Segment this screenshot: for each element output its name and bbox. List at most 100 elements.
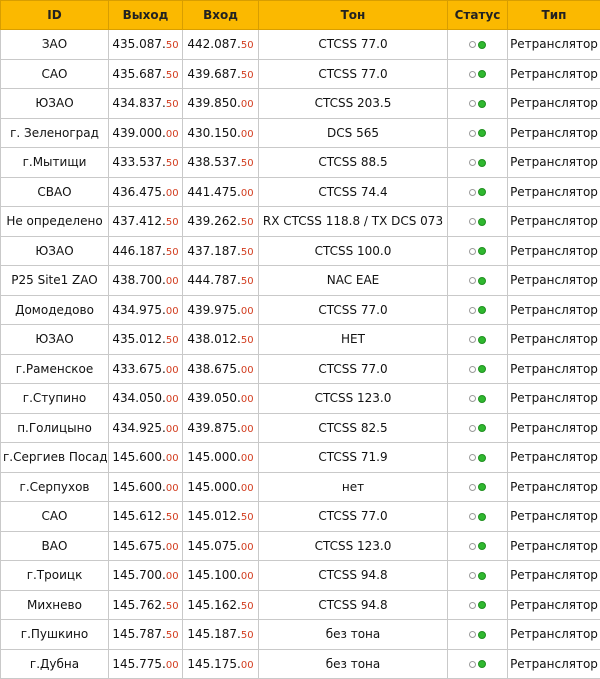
status-indicator: [469, 129, 486, 137]
cell-input-frequency: 145.100.00: [183, 561, 259, 591]
cell-output-frequency: 434.837.50: [109, 89, 183, 119]
status-on-dot-icon: [478, 100, 486, 108]
cell-output-frequency-main: 145.600.: [112, 480, 165, 494]
cell-type: Ретранслятор: [508, 295, 600, 325]
cell-input-frequency: 145.162.50: [183, 590, 259, 620]
cell-status: [448, 531, 508, 561]
column-header-status[interactable]: Статус: [448, 1, 508, 30]
cell-tone: CTCSS 203.5: [259, 89, 448, 119]
cell-input-frequency-decimal: 00: [241, 660, 254, 671]
cell-input-frequency-main: 145.187.: [187, 627, 240, 641]
cell-output-frequency-main: 434.837.: [112, 96, 165, 110]
cell-input-frequency-main: 439.850.: [187, 96, 240, 110]
column-header-type[interactable]: Тип: [508, 1, 600, 30]
cell-type: Ретранслятор: [508, 443, 600, 473]
cell-input-frequency: 145.012.50: [183, 502, 259, 532]
cell-input-frequency: 145.075.00: [183, 531, 259, 561]
cell-tone: CTCSS 94.8: [259, 590, 448, 620]
status-off-dot-icon: [469, 366, 476, 373]
cell-status: [448, 502, 508, 532]
cell-id: п.Голицыно: [1, 413, 109, 443]
status-indicator: [469, 454, 486, 462]
status-off-dot-icon: [469, 454, 476, 461]
cell-input-frequency-main: 145.075.: [187, 539, 240, 553]
header-row: ID Выход Вход Тон Статус Тип: [1, 1, 600, 30]
cell-id: г. Зеленоград: [1, 118, 109, 148]
cell-output-frequency: 434.050.00: [109, 384, 183, 414]
status-indicator: [469, 277, 486, 285]
status-on-dot-icon: [478, 542, 486, 550]
cell-input-frequency-decimal: 50: [241, 217, 254, 228]
cell-input-frequency-decimal: 50: [241, 70, 254, 81]
cell-status: [448, 413, 508, 443]
cell-tone: CTCSS 77.0: [259, 30, 448, 60]
cell-input-frequency: 145.000.00: [183, 472, 259, 502]
cell-output-frequency-main: 446.187.: [112, 244, 165, 258]
cell-id: г.Троицк: [1, 561, 109, 591]
status-indicator: [469, 660, 486, 668]
cell-input-frequency-decimal: 50: [241, 40, 254, 51]
cell-tone: CTCSS 100.0: [259, 236, 448, 266]
status-on-dot-icon: [478, 513, 486, 521]
status-indicator: [469, 513, 486, 521]
cell-input-frequency-decimal: 00: [241, 542, 254, 553]
cell-output-frequency-main: 145.600.: [112, 450, 165, 464]
status-indicator: [469, 365, 486, 373]
status-off-dot-icon: [469, 631, 476, 638]
cell-output-frequency-main: 434.050.: [112, 391, 165, 405]
column-header-input[interactable]: Вход: [183, 1, 259, 30]
cell-output-frequency-decimal: 00: [166, 365, 179, 376]
cell-input-frequency: 442.087.50: [183, 30, 259, 60]
cell-output-frequency: 145.775.00: [109, 649, 183, 679]
cell-output-frequency-main: 433.537.: [112, 155, 165, 169]
cell-output-frequency-decimal: 00: [166, 453, 179, 464]
cell-input-frequency-decimal: 00: [241, 571, 254, 582]
cell-type: Ретранслятор: [508, 177, 600, 207]
cell-input-frequency-main: 439.687.: [187, 67, 240, 81]
status-on-dot-icon: [478, 572, 486, 580]
column-header-output[interactable]: Выход: [109, 1, 183, 30]
cell-id: Не определено: [1, 207, 109, 237]
cell-output-frequency-main: 145.675.: [112, 539, 165, 553]
status-off-dot-icon: [469, 513, 476, 520]
cell-tone: CTCSS 123.0: [259, 531, 448, 561]
cell-input-frequency-decimal: 00: [241, 365, 254, 376]
cell-type: Ретранслятор: [508, 207, 600, 237]
column-header-id[interactable]: ID: [1, 1, 109, 30]
status-off-dot-icon: [469, 71, 476, 78]
status-on-dot-icon: [478, 454, 486, 462]
cell-output-frequency: 446.187.50: [109, 236, 183, 266]
status-indicator: [469, 218, 486, 226]
cell-output-frequency-decimal: 00: [166, 276, 179, 287]
column-header-tone[interactable]: Тон: [259, 1, 448, 30]
cell-input-frequency-main: 145.162.: [187, 598, 240, 612]
status-on-dot-icon: [478, 336, 486, 344]
cell-output-frequency: 145.600.00: [109, 443, 183, 473]
cell-type: Ретранслятор: [508, 413, 600, 443]
cell-input-frequency-decimal: 50: [241, 601, 254, 612]
cell-status: [448, 620, 508, 650]
status-off-dot-icon: [469, 248, 476, 255]
